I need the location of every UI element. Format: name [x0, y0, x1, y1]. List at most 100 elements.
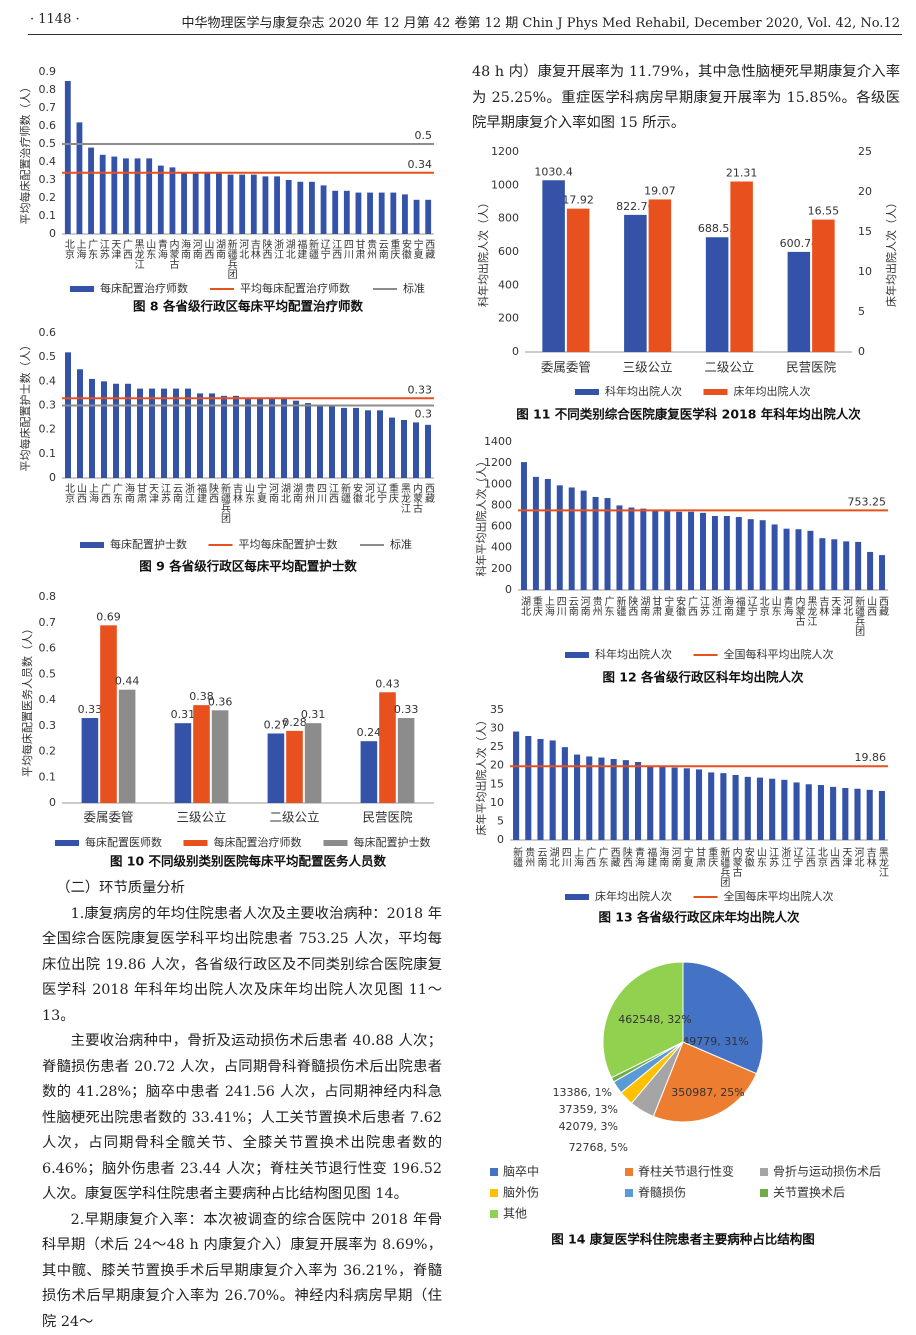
y-axis-label: 科年均出院人次（人） — [476, 197, 490, 307]
bar — [100, 625, 117, 803]
x-tick-label: 四川 — [341, 239, 353, 259]
y-tick-label: 0 — [49, 796, 56, 809]
x-tick-label: 湖北 — [547, 847, 559, 867]
y-axis-label: 平均每床配置医务人员数（人） — [20, 623, 34, 777]
bar — [867, 790, 873, 840]
y-tick-label: 0.8 — [39, 83, 57, 96]
y-tick-label: 0.3 — [39, 719, 57, 732]
data-label: 0.36 — [208, 695, 233, 708]
bar — [389, 418, 395, 478]
y-tick-label: 0.5 — [39, 137, 57, 150]
legend-swatch — [625, 1189, 633, 1197]
y2-axis-label: 床年均出院人次（人） — [884, 197, 898, 307]
legend-label: 每床配置护士数 — [354, 835, 431, 849]
bar — [204, 173, 210, 234]
bar — [605, 498, 611, 590]
x-tick-label: 新疆 — [511, 846, 523, 868]
legend-swatch — [80, 542, 104, 548]
bar — [356, 193, 362, 234]
x-tick-label: 陕西 — [260, 238, 272, 259]
x-tick-label: 四川 — [559, 847, 571, 867]
x-tick-label: 黑龙江 — [399, 483, 411, 513]
pie-label: 37359, 3% — [559, 1103, 618, 1116]
bar — [268, 733, 285, 803]
data-label: 21.31 — [726, 167, 758, 180]
y2-tick-label: 25 — [858, 145, 872, 158]
x-tick-label: 天津 — [840, 847, 852, 868]
x-tick-label: 海南 — [179, 238, 191, 259]
x-tick-label: 二级公立 — [704, 360, 754, 375]
x-tick-label: 内蒙古 — [411, 482, 423, 514]
x-tick-label: 河北 — [852, 847, 864, 867]
bar — [111, 157, 117, 234]
y-tick-label: 20 — [490, 759, 504, 772]
data-label: 0.33 — [394, 703, 419, 716]
bar — [390, 193, 396, 234]
x-tick-label: 内蒙古 — [730, 846, 742, 878]
bar — [321, 185, 327, 234]
y-tick-label: 0.6 — [39, 326, 57, 339]
y-tick-label: 0.7 — [39, 616, 57, 629]
x-tick-label: 甘肃 — [694, 846, 706, 868]
y-tick-label: 30 — [490, 722, 504, 735]
x-tick-label: 湖北 — [283, 239, 295, 259]
bar — [239, 175, 245, 234]
bar — [305, 723, 322, 803]
bar — [772, 524, 778, 590]
x-tick-label: 山西 — [828, 847, 840, 867]
figure-caption: 图 11 不同类别综合医院康复医学科 2018 年科年均出院人次 — [516, 407, 861, 422]
x-tick-label: 浙江 — [272, 239, 284, 259]
y-tick-label: 0.3 — [39, 173, 57, 186]
bar — [700, 513, 706, 590]
bar — [640, 509, 646, 590]
bar — [65, 81, 71, 234]
bar — [567, 209, 590, 352]
x-tick-label: 上海 — [74, 239, 86, 260]
bar — [161, 389, 167, 478]
legend-swatch — [625, 1168, 633, 1176]
bar — [193, 173, 199, 234]
x-tick-label: 天津 — [147, 483, 159, 504]
x-tick-label: 四川 — [315, 483, 327, 503]
figure-caption: 图 10 不同级别类别医院每床平均配置医务人员数 — [110, 854, 387, 869]
y-tick-label: 600 — [491, 520, 512, 533]
x-tick-label: 北京 — [63, 483, 75, 504]
pie-label: 13386, 1% — [553, 1086, 612, 1099]
bar — [286, 180, 292, 234]
x-tick-label: 吉林 — [248, 239, 260, 260]
bar — [361, 741, 378, 803]
paragraph: 主要收治病种中，骨折及运动损伤术后患者 40.88 人次；脊髓损伤患者 20.7… — [42, 1029, 442, 1208]
x-tick-label: 青海 — [781, 595, 793, 617]
bar — [769, 779, 775, 840]
bar — [82, 718, 99, 803]
x-tick-label: 广东 — [86, 239, 98, 259]
legend-swatch — [704, 389, 728, 395]
x-tick-label: 新疆兵团 — [853, 595, 865, 637]
x-tick-label: 内蒙古 — [793, 595, 805, 627]
x-tick-label: 河南 — [267, 483, 279, 503]
y-tick-label: 10 — [490, 796, 504, 809]
x-tick-label: 吉林 — [817, 596, 829, 617]
x-tick-label: 天津 — [829, 596, 841, 617]
x-tick-label: 黑龙江 — [132, 239, 144, 269]
bar — [672, 768, 678, 840]
bar — [684, 768, 690, 840]
bar — [137, 389, 143, 478]
pie-label: 42079, 3% — [559, 1120, 618, 1133]
bar — [736, 517, 742, 590]
y-tick-label: 0 — [49, 227, 56, 240]
legend-label: 关节置换术后 — [773, 1186, 845, 1200]
bar — [146, 158, 152, 234]
x-tick-label: 黑龙江 — [805, 596, 817, 626]
legend-label: 脊髓损伤 — [638, 1186, 686, 1200]
x-tick-label: 山东 — [769, 596, 781, 616]
bar — [788, 252, 811, 352]
x-tick-label: 民营医院 — [786, 360, 837, 375]
x-tick-label: 安徽 — [674, 595, 686, 617]
y-tick-label: 0.4 — [39, 693, 57, 706]
bar — [842, 788, 848, 840]
bar — [175, 723, 192, 803]
x-tick-label: 宁夏 — [411, 238, 423, 259]
y-axis-label: 平均每床配置治疗师数（人） — [18, 82, 32, 225]
x-tick-label: 北京 — [815, 847, 827, 868]
